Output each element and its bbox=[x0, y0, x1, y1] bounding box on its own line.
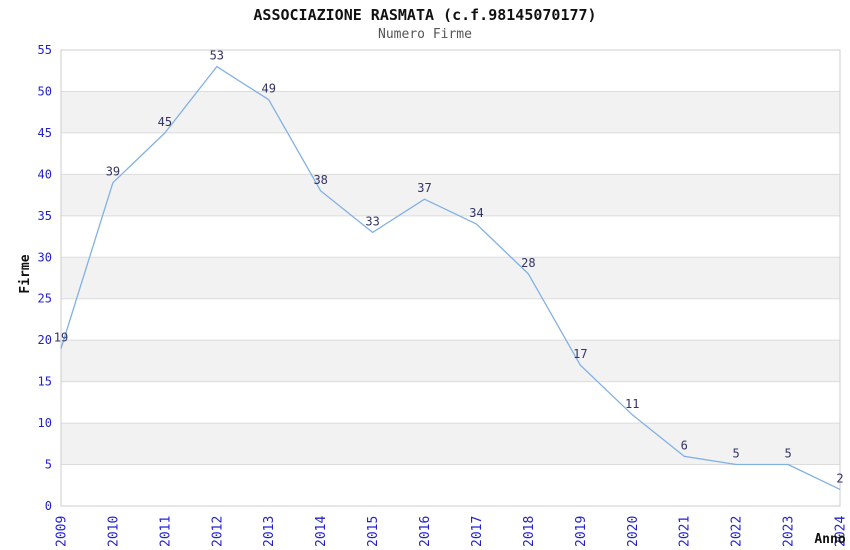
data-line bbox=[60, 65, 841, 490]
point-label: 38 bbox=[313, 173, 327, 187]
point-label: 5 bbox=[784, 447, 791, 461]
chart-title: ASSOCIAZIONE RASMATA (c.f.98145070177) bbox=[253, 6, 597, 24]
x-tick-label: 2022 bbox=[730, 516, 745, 547]
point-label: 2 bbox=[836, 471, 843, 485]
plot-border bbox=[60, 49, 841, 507]
y-tick-label: 10 bbox=[38, 416, 52, 430]
y-tick-label: 40 bbox=[38, 167, 52, 181]
x-tick-label: 2018 bbox=[522, 516, 537, 547]
point-label: 17 bbox=[573, 347, 587, 361]
point-label: 19 bbox=[54, 330, 68, 344]
point-label: 28 bbox=[521, 256, 535, 270]
y-tick-label: 20 bbox=[38, 333, 52, 347]
point-label: 53 bbox=[210, 49, 224, 63]
y-tick-label: 45 bbox=[38, 126, 52, 140]
x-tick-label: 2021 bbox=[678, 516, 693, 547]
x-tick-label: 2016 bbox=[418, 516, 433, 547]
x-tick-label: 2012 bbox=[210, 516, 225, 547]
x-tick-label: 2010 bbox=[106, 516, 121, 547]
y-tick-label: 5 bbox=[45, 458, 52, 472]
x-tick-label: 2024 bbox=[834, 516, 849, 547]
y-tick-label: 0 bbox=[45, 499, 52, 513]
point-label: 5 bbox=[733, 447, 740, 461]
point-label: 34 bbox=[469, 206, 483, 220]
plot-band bbox=[61, 91, 840, 133]
x-tick-label: 2023 bbox=[782, 516, 797, 547]
x-tick-label: 2011 bbox=[158, 516, 173, 547]
y-tick-label: 30 bbox=[38, 250, 52, 264]
point-label: 49 bbox=[262, 82, 276, 96]
point-label: 11 bbox=[625, 397, 639, 411]
y-tick-label: 25 bbox=[38, 292, 52, 306]
y-tick-label: 50 bbox=[38, 84, 52, 98]
plot-band bbox=[61, 340, 840, 382]
point-label: 6 bbox=[681, 438, 688, 452]
x-tick-label: 2017 bbox=[470, 516, 485, 547]
y-tick-label: 15 bbox=[38, 375, 52, 389]
x-tick-label: 2009 bbox=[55, 516, 70, 547]
point-label: 33 bbox=[365, 214, 379, 228]
x-axis-title: Anno bbox=[814, 532, 845, 547]
point-label: 45 bbox=[158, 115, 172, 129]
x-tick-label: 2015 bbox=[366, 516, 381, 547]
plot-band bbox=[61, 174, 840, 216]
y-axis-title: Firme bbox=[18, 254, 33, 293]
x-tick-label: 2020 bbox=[626, 516, 641, 547]
x-tick-label: 2013 bbox=[262, 516, 277, 547]
x-tick-label: 2019 bbox=[574, 516, 589, 547]
point-label: 37 bbox=[417, 181, 431, 195]
plot-band bbox=[61, 257, 840, 299]
plot-band bbox=[61, 423, 840, 465]
x-tick-label: 2014 bbox=[314, 516, 329, 547]
y-tick-label: 35 bbox=[38, 209, 52, 223]
chart-subtitle: Numero Firme bbox=[378, 27, 472, 42]
y-tick-label: 55 bbox=[38, 43, 52, 57]
point-label: 39 bbox=[106, 165, 120, 179]
